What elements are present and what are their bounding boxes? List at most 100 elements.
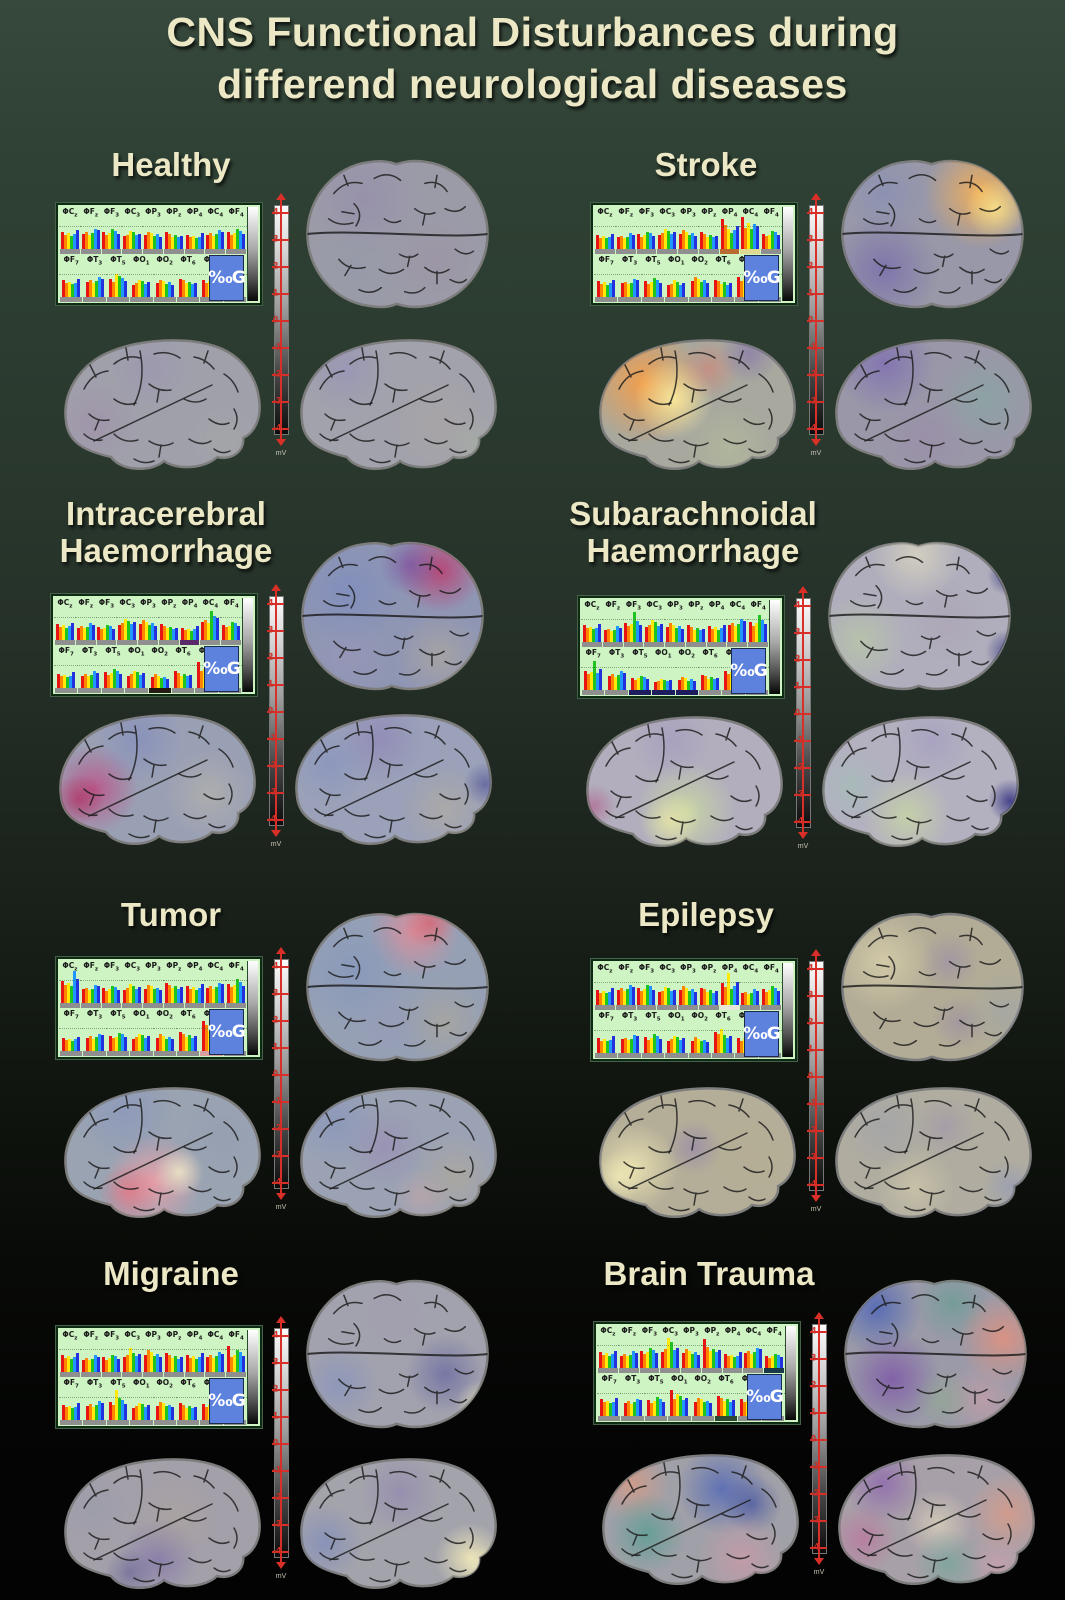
amplitude-bar: [191, 1356, 195, 1372]
bar-group: [593, 1021, 619, 1053]
scale-tick: [810, 1330, 827, 1333]
electrode-group: ΦP4: [721, 1326, 744, 1373]
electrode-subscript: 3: [692, 968, 696, 975]
amplitude-bar: [117, 1398, 121, 1420]
electrode-label: ΦP4: [186, 1330, 203, 1342]
bar-group: [162, 971, 185, 1003]
electrode-label: ΦP4: [186, 961, 203, 973]
amplitude-bar: [174, 671, 178, 688]
amplitude-bar: [155, 283, 159, 297]
grayscale-strip: [247, 1330, 258, 1424]
brain-lateral-right: [300, 1458, 497, 1590]
bar-group: [152, 265, 178, 297]
amplitude-bar: [774, 1354, 778, 1368]
electrode-group: ΦO1: [129, 1378, 154, 1425]
amplitude-bar: [153, 674, 157, 688]
amplitude-bar: [63, 985, 67, 1003]
amplitude-bar: [188, 1406, 192, 1420]
electrode-group: ΦC4: [204, 1330, 227, 1377]
amplitude-bar: [153, 989, 157, 1003]
electrode-subscript: 1: [680, 260, 685, 267]
amplitude-bar: [77, 1037, 81, 1051]
electrode-group: ΦT3: [617, 255, 643, 302]
electrode-label: ΦP4: [181, 598, 198, 610]
electrode-group: ΦT5: [640, 255, 666, 302]
amplitude-bar: [205, 1025, 209, 1051]
amplitude-bar: [582, 625, 586, 642]
amplitude-bar: [679, 1396, 683, 1416]
amplitude-bar: [159, 237, 163, 249]
electrode-subscript: z: [74, 966, 78, 973]
amplitude-bar: [69, 986, 73, 1003]
bar-group: [710, 265, 736, 297]
electrode-label: ΦP4: [708, 600, 725, 612]
electrode-label: ΦF3: [103, 961, 120, 973]
bar-baseline: [176, 1051, 200, 1056]
electrode-subscript: 4: [774, 212, 779, 219]
amplitude-bar: [619, 1356, 623, 1368]
amplitude-bar: [156, 234, 160, 249]
amplitude-bar: [686, 625, 690, 642]
amplitude-bar: [148, 625, 152, 640]
amplitude-bar: [676, 282, 680, 297]
electrode-subscript: 3: [115, 1335, 120, 1342]
electrode-label: ΦPz: [704, 1326, 720, 1338]
amplitude-bar: [699, 232, 703, 249]
amplitude-bar: [692, 630, 696, 642]
amplitude-bar: [168, 627, 172, 640]
amplitude-bar: [676, 1348, 680, 1368]
bar-baseline: [101, 249, 122, 254]
bar-group: [105, 265, 131, 297]
scale-tick: [807, 320, 824, 322]
bar-baseline: [602, 642, 623, 647]
activation-spot: [704, 1112, 794, 1202]
amplitude-bar: [645, 627, 649, 642]
bar-baseline: [740, 249, 761, 254]
amplitude-bar: [625, 237, 629, 249]
amplitude-bar: [183, 630, 187, 640]
amplitude-bar: [615, 626, 619, 642]
activation-spot: [74, 1088, 174, 1162]
activation-spot: [823, 746, 892, 826]
electrode-group: ΦC4: [199, 598, 222, 645]
electrode-label: ΦFz: [78, 598, 94, 610]
amplitude-bar: [705, 1401, 709, 1416]
electrode-group: ΦP3: [142, 1330, 164, 1377]
amplitude-bar: [690, 1041, 694, 1053]
electrode-label: ΦT6: [175, 646, 191, 658]
amplitude-bar: [714, 1032, 718, 1053]
amplitude-bar: [689, 627, 693, 642]
amplitude-bar: [239, 231, 243, 249]
amplitude-bar: [66, 1356, 70, 1372]
amplitude-bar: [202, 1021, 206, 1051]
amplitude-bar: [89, 675, 93, 688]
electrode-group: ΦPz: [157, 598, 180, 645]
scale-tick: [272, 1470, 289, 1473]
bar-group: [580, 658, 606, 690]
amplitude-bar: [70, 623, 74, 640]
scale-tick: [272, 1074, 289, 1076]
amplitude-bar: [179, 1357, 183, 1372]
scale-tick: [267, 792, 284, 795]
electrode-group: ΦF4: [760, 207, 782, 254]
bar-group: [713, 1384, 739, 1416]
amplitude-bar: [180, 676, 184, 688]
amplitude-bar: [136, 672, 140, 688]
amplitude-bar: [692, 681, 696, 690]
amplitude-scale: 4 3 2 1 0 -1 -2 -3 -4 mV: [808, 1312, 830, 1576]
amplitude-bar: [162, 677, 166, 688]
amplitude-bar: [227, 232, 231, 249]
bar-group: [121, 1340, 143, 1372]
brain-lateral-left: [586, 716, 783, 848]
amplitude-bar: [114, 1390, 118, 1420]
amplitude-bar: [236, 229, 240, 249]
amplitude-bar: [756, 991, 760, 1005]
electrode-label: ΦT3: [86, 1009, 103, 1021]
amplitude-bar: [197, 237, 201, 249]
bar-baseline: [184, 249, 205, 254]
amplitude-bar: [141, 1404, 145, 1420]
scale-tick-label: 1: [811, 1406, 817, 1417]
bar-baseline: [83, 297, 106, 302]
bar-baseline: [678, 249, 698, 254]
amplitude-bar: [197, 662, 201, 688]
